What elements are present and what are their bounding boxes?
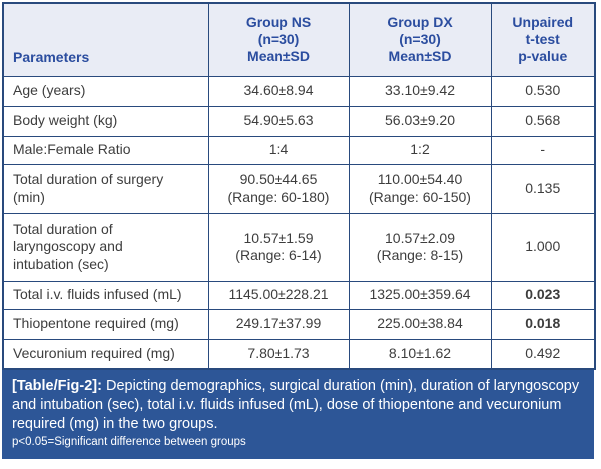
- group-dx-cell: 56.03±9.20: [348, 105, 492, 137]
- parameter-cell: Thiopentone required (mg): [2, 308, 209, 340]
- p-value-cell: -: [490, 135, 596, 165]
- column-header-p-value: Unpaired t-test p-value: [490, 2, 596, 77]
- p-value-cell: 1.000: [490, 212, 596, 282]
- parameter-cell: Total i.v. fluids infused (mL): [2, 280, 209, 310]
- parameter-cell: Male:Female Ratio: [2, 135, 209, 165]
- caption-body: Depicting demographics, surgical duratio…: [12, 378, 580, 433]
- table-row-sex-ratio: Male:Female Ratio 1:4 1:2 -: [2, 135, 596, 165]
- p-value-cell-significant: 0.023: [490, 280, 596, 310]
- table-row-surgery-duration: Total duration of surgery (min) 90.50±44…: [2, 163, 596, 214]
- p-value-cell-significant: 0.018: [490, 308, 596, 340]
- table-row-laryngoscopy-duration: Total duration of laryngoscopy and intub…: [2, 212, 596, 282]
- column-header-group-ns: Group NS (n=30) Mean±SD: [207, 2, 350, 77]
- parameter-cell: Total duration of surgery (min): [2, 163, 209, 214]
- group-ns-cell: 90.50±44.65 (Range: 60-180): [207, 163, 350, 214]
- group-ns-cell: 1:4: [207, 135, 350, 165]
- group-dx-cell: 225.00±38.84: [348, 308, 492, 340]
- group-ns-cell: 54.90±5.63: [207, 105, 350, 137]
- group-dx-cell: 8.10±1.62: [348, 338, 492, 370]
- caption-label: [Table/Fig-2]:: [12, 378, 102, 394]
- demographics-table: Parameters Group NS (n=30) Mean±SD Group…: [2, 2, 596, 370]
- p-value-cell: 0.492: [490, 338, 596, 370]
- table-row-body-weight: Body weight (kg) 54.90±5.63 56.03±9.20 0…: [2, 105, 596, 137]
- table-row-iv-fluids: Total i.v. fluids infused (mL) 1145.00±2…: [2, 280, 596, 310]
- table-figure: Parameters Group NS (n=30) Mean±SD Group…: [2, 2, 596, 459]
- column-header-parameters: Parameters: [2, 2, 209, 77]
- table-row-age: Age (years) 34.60±8.94 33.10±9.42 0.530: [2, 75, 596, 107]
- column-header-group-dx: Group DX (n=30) Mean±SD: [348, 2, 492, 77]
- p-value-cell: 0.530: [490, 75, 596, 107]
- group-ns-cell: 34.60±8.94: [207, 75, 350, 107]
- table-row-vecuronium: Vecuronium required (mg) 7.80±1.73 8.10±…: [2, 338, 596, 370]
- group-dx-cell: 33.10±9.42: [348, 75, 492, 107]
- caption-text: [Table/Fig-2]: Depicting demographics, s…: [12, 377, 584, 434]
- parameter-cell: Total duration of laryngoscopy and intub…: [2, 212, 209, 282]
- group-dx-cell: 10.57±2.09 (Range: 8-15): [348, 212, 492, 282]
- header-row: Parameters Group NS (n=30) Mean±SD Group…: [2, 2, 596, 77]
- group-dx-cell: 110.00±54.40 (Range: 60-150): [348, 163, 492, 214]
- group-ns-cell: 1145.00±228.21: [207, 280, 350, 310]
- group-ns-cell: 7.80±1.73: [207, 338, 350, 370]
- figure-caption: [Table/Fig-2]: Depicting demographics, s…: [2, 370, 594, 459]
- parameter-cell: Vecuronium required (mg): [2, 338, 209, 370]
- parameter-cell: Body weight (kg): [2, 105, 209, 137]
- group-ns-cell: 249.17±37.99: [207, 308, 350, 340]
- caption-significance-note: p<0.05=Significant difference between gr…: [12, 436, 246, 449]
- parameter-cell: Age (years): [2, 75, 209, 107]
- table-row-thiopentone: Thiopentone required (mg) 249.17±37.99 2…: [2, 308, 596, 340]
- p-value-cell: 0.135: [490, 163, 596, 214]
- group-dx-cell: 1:2: [348, 135, 492, 165]
- group-ns-cell: 10.57±1.59 (Range: 6-14): [207, 212, 350, 282]
- group-dx-cell: 1325.00±359.64: [348, 280, 492, 310]
- p-value-cell: 0.568: [490, 105, 596, 137]
